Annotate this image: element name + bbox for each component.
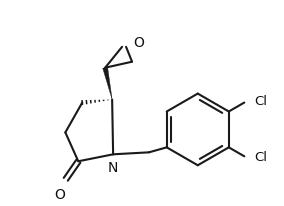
Text: O: O xyxy=(54,188,65,202)
Text: N: N xyxy=(108,161,118,175)
Text: O: O xyxy=(133,36,144,50)
Text: Cl: Cl xyxy=(254,151,267,164)
Text: Cl: Cl xyxy=(254,95,267,108)
Polygon shape xyxy=(103,67,112,99)
